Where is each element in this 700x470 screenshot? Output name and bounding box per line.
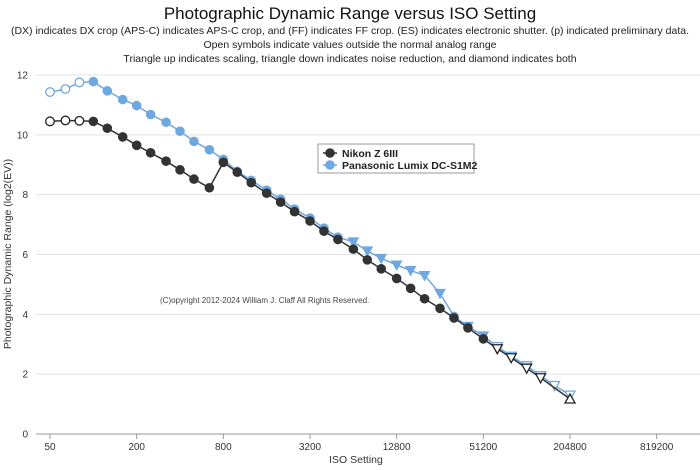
data-point[interactable] bbox=[88, 76, 99, 87]
data-point[interactable] bbox=[563, 392, 577, 404]
y-tick-label: 4 bbox=[22, 310, 28, 321]
data-point[interactable] bbox=[361, 246, 374, 257]
data-point[interactable] bbox=[347, 237, 360, 248]
data-point[interactable] bbox=[246, 177, 257, 188]
legend-swatch bbox=[325, 160, 335, 170]
data-point[interactable] bbox=[419, 293, 430, 304]
data-point[interactable] bbox=[333, 234, 343, 245]
legend-swatch bbox=[325, 148, 335, 158]
axes: 0 2 4 6 8 10 12 50 200 800 3200 12800 51200 204800 819… bbox=[17, 71, 700, 453]
data-point[interactable] bbox=[74, 115, 85, 126]
data-point[interactable] bbox=[131, 100, 142, 111]
data-point[interactable] bbox=[218, 157, 229, 168]
data-point[interactable] bbox=[275, 197, 286, 207]
copyright-notice: (C)opyright 2012-2024 William J. Claff A… bbox=[160, 296, 369, 305]
data-point[interactable] bbox=[376, 264, 387, 274]
data-point[interactable] bbox=[418, 270, 431, 282]
y-tick-label: 6 bbox=[22, 250, 28, 261]
x-tick-label: 12800 bbox=[383, 442, 411, 453]
x-tick-label: 50 bbox=[44, 442, 56, 453]
x-tick-label: 819200 bbox=[640, 442, 674, 453]
data-point[interactable] bbox=[434, 288, 446, 300]
data-point[interactable] bbox=[505, 353, 518, 365]
data-point[interactable] bbox=[74, 77, 85, 88]
x-tick-label: 3200 bbox=[299, 442, 322, 453]
data-point[interactable] bbox=[189, 136, 199, 147]
x-axis-label: ISO Setting bbox=[329, 454, 383, 466]
data-point[interactable] bbox=[117, 132, 128, 142]
data-point[interactable] bbox=[88, 116, 99, 127]
series-layer bbox=[45, 76, 577, 404]
data-point[interactable] bbox=[204, 182, 215, 193]
series-line bbox=[49, 119, 571, 400]
data-point[interactable] bbox=[404, 265, 417, 277]
y-axis-label: Photographic Dynamic Range (log2(EV)) bbox=[2, 159, 14, 349]
data-point[interactable] bbox=[145, 147, 156, 158]
legend-item-label[interactable]: Nikon Z 6III bbox=[342, 148, 398, 160]
chart-subtitle-line-2: Open symbols indicate values outside the… bbox=[203, 39, 497, 51]
data-point[interactable] bbox=[60, 115, 71, 126]
y-tick-label: 8 bbox=[22, 190, 28, 201]
data-point[interactable] bbox=[289, 206, 300, 217]
legend-box bbox=[317, 143, 475, 174]
data-point[interactable] bbox=[319, 226, 329, 236]
data-point[interactable] bbox=[102, 86, 113, 96]
series-line bbox=[49, 80, 571, 396]
data-point[interactable] bbox=[175, 165, 185, 175]
y-tick-label: 10 bbox=[17, 130, 29, 141]
x-tick-label: 200 bbox=[128, 442, 145, 453]
data-point[interactable] bbox=[161, 117, 171, 128]
data-point[interactable] bbox=[117, 94, 128, 105]
data-point[interactable] bbox=[131, 140, 142, 151]
data-point[interactable] bbox=[449, 313, 459, 323]
data-point[interactable] bbox=[261, 188, 272, 198]
data-point[interactable] bbox=[204, 144, 215, 155]
data-point[interactable] bbox=[491, 344, 504, 356]
x-tick-label: 51200 bbox=[469, 442, 497, 453]
chart-subtitle-line-1: (DX) indicates DX crop (APS-C) indicates… bbox=[10, 25, 690, 37]
data-point[interactable] bbox=[60, 84, 71, 95]
data-point[interactable] bbox=[463, 322, 473, 333]
chart-title: Photographic Dynamic Range versus ISO Se… bbox=[163, 4, 537, 23]
data-point[interactable] bbox=[161, 156, 171, 166]
data-point[interactable] bbox=[534, 373, 547, 385]
data-point[interactable] bbox=[348, 244, 359, 254]
data-point[interactable] bbox=[102, 123, 113, 134]
data-point[interactable] bbox=[375, 253, 388, 265]
chart-subtitle-line-3: Triangle up indicates scaling, triangle … bbox=[123, 53, 577, 65]
data-point[interactable] bbox=[305, 216, 315, 226]
data-point[interactable] bbox=[520, 363, 533, 375]
data-point[interactable] bbox=[391, 273, 402, 284]
data-point[interactable] bbox=[232, 167, 243, 178]
x-tick-label: 800 bbox=[215, 442, 232, 453]
data-point[interactable] bbox=[189, 174, 199, 184]
data-point[interactable] bbox=[175, 126, 185, 137]
data-point[interactable] bbox=[45, 87, 55, 98]
y-tick-label: 2 bbox=[22, 370, 28, 381]
y-tick-label: 12 bbox=[17, 71, 29, 82]
legend-item-label[interactable]: Panasonic Lumix DC-S1M2 bbox=[342, 160, 478, 172]
data-point[interactable] bbox=[478, 334, 489, 344]
y-tick-label: 0 bbox=[22, 430, 28, 441]
data-point[interactable] bbox=[405, 283, 416, 294]
data-point[interactable] bbox=[362, 255, 373, 265]
series-0 bbox=[45, 115, 577, 404]
data-point[interactable] bbox=[390, 260, 403, 272]
data-point[interactable] bbox=[145, 109, 156, 120]
x-tick-label: 204800 bbox=[553, 442, 587, 453]
data-point[interactable] bbox=[435, 303, 445, 314]
data-point[interactable] bbox=[45, 116, 55, 127]
